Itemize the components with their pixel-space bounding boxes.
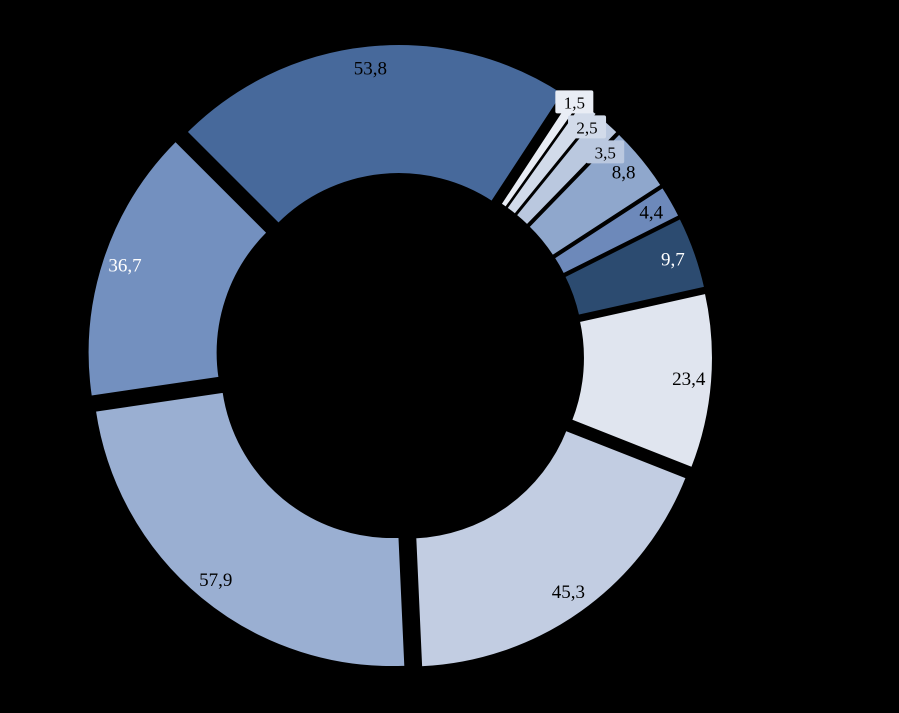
slice-label-23-4: 23,4 <box>672 369 706 390</box>
slice-label-36-7: 36,7 <box>108 256 141 277</box>
slice-label-box-3-5 <box>586 140 625 164</box>
slice-label-box-1-5 <box>555 90 594 114</box>
pie-slice-57-9[interactable] <box>93 390 407 669</box>
pie-slice-53-8[interactable] <box>185 43 565 226</box>
slice-label-53-8: 53,8 <box>354 58 387 79</box>
slice-label-8-8: 8,8 <box>612 163 636 184</box>
slice-label-9-7: 9,7 <box>661 249 685 270</box>
slice-label-45-3: 45,3 <box>552 582 585 603</box>
pie-slice-45-3[interactable] <box>414 428 688 669</box>
pie-slice-4-4[interactable] <box>552 185 681 276</box>
pie-slice-36-7[interactable] <box>86 139 269 398</box>
slice-label-57-9: 57,9 <box>199 570 232 591</box>
pie-slice-8-8[interactable] <box>527 132 663 258</box>
pie-slice-9-7[interactable] <box>562 216 707 317</box>
slice-label-box-2-5 <box>568 115 607 139</box>
pie-slice-23-4[interactable] <box>569 291 714 470</box>
slice-label-3-5: 3,5 <box>595 143 616 162</box>
slice-label-1-5: 1,5 <box>564 93 585 112</box>
slice-label-2-5: 2,5 <box>576 118 597 137</box>
slice-label-4-4: 4,4 <box>639 202 663 223</box>
